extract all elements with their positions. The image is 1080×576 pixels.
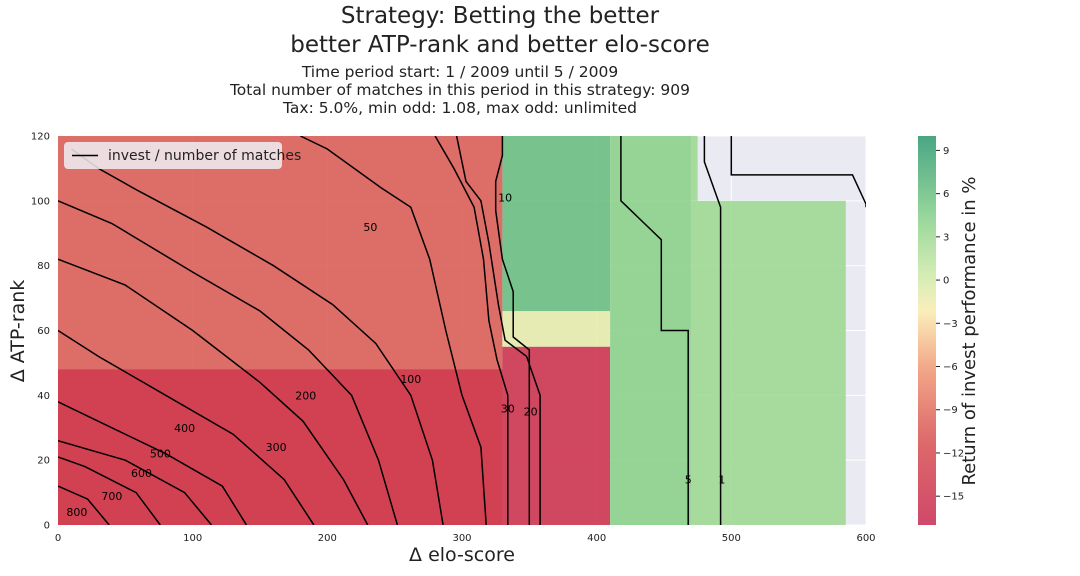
colorbar-tick-label: −12 (943, 448, 964, 459)
colorbar-tick-label: 9 (943, 146, 949, 157)
contour-label: 20 (524, 406, 538, 419)
contour-line-200 (58, 200, 399, 525)
colorbar-gradient (918, 136, 936, 525)
contour-label: 800 (66, 506, 87, 519)
colorbar-tick-label: −9 (943, 405, 958, 416)
contour-line-1 (730, 136, 866, 208)
contour-line-20 (455, 136, 541, 525)
contour-label: 500 (150, 448, 171, 461)
x-tick-label: 100 (183, 533, 202, 544)
contour-line-400 (58, 329, 315, 525)
x-tick-label: 600 (856, 533, 875, 544)
colorbar-tick-label: 6 (943, 189, 949, 200)
contour-line-5 (620, 136, 689, 525)
contour-line-800 (58, 485, 110, 525)
contour-label: 10 (498, 192, 512, 205)
colorbar-tick-label: −3 (943, 319, 958, 330)
contour-line-600 (58, 439, 213, 525)
x-axis-label: Δ elo-score (409, 544, 515, 566)
y-tick-label: 100 (31, 196, 50, 207)
x-tick-label: 200 (318, 533, 337, 544)
contour-line-10 (494, 136, 531, 525)
legend-box (64, 142, 282, 169)
colorbar-tick-label: 0 (943, 276, 949, 287)
y-tick-label: 20 (37, 456, 50, 467)
heatmap-region (690, 200, 846, 525)
chart-subtitle-line-2: Total number of matches in this period i… (229, 81, 691, 99)
colorbar-ticks: 9 6 3 0 −3 −6 −9 −12 −15 (936, 146, 964, 503)
y-tick-label: 80 (37, 261, 50, 272)
chart-title-line-1: Strategy: Betting the better (340, 3, 660, 29)
y-axis-label: Δ ATP-rank (7, 280, 29, 383)
contour-label: 1 (718, 474, 725, 487)
contour-label: 200 (295, 389, 316, 402)
contour-label: 300 (266, 441, 287, 454)
y-tick-label: 0 (44, 521, 50, 532)
contour-label: 600 (131, 467, 152, 480)
chart-subtitle-line-3: Tax: 5.0%, min odd: 1.08, max odd: unlim… (283, 99, 637, 117)
contour-line-700 (58, 456, 161, 525)
x-tick-label: 500 (722, 533, 741, 544)
colorbar-label: Return of invest performance in % (959, 176, 980, 485)
contour-line-30 (434, 136, 509, 525)
legend: invest / number of matches (64, 142, 301, 169)
colorbar-tick-label: 3 (943, 232, 949, 243)
y-axis-ticks: 0 20 40 60 80 100 120 (31, 132, 50, 532)
chart-title-line-2: better ATP-rank and better elo-score (290, 32, 710, 58)
contour-label: 400 (174, 422, 195, 435)
heatmap-region (690, 136, 698, 201)
heatmap-region (502, 136, 611, 312)
chart-subtitle-line-1: Time period start: 1 / 2009 until 5 / 20… (301, 63, 619, 81)
heatmap-region (502, 311, 611, 347)
contour-line-50 (300, 136, 487, 525)
contour-label: 30 (501, 402, 515, 415)
contour-label: 700 (101, 490, 122, 503)
contour-lines (58, 136, 866, 525)
x-tick-label: 400 (587, 533, 606, 544)
x-axis-ticks: 0 100 200 300 400 500 600 (55, 533, 876, 544)
colorbar: 9 6 3 0 −3 −6 −9 −12 −15 Return of invest perfor… (918, 136, 980, 525)
contour-line-300 (58, 258, 369, 525)
y-tick-label: 60 (37, 326, 50, 337)
contour-line-100 (71, 148, 444, 525)
heatmap-region (502, 346, 611, 525)
contour-line-500 (58, 401, 248, 525)
contour-line-1 (703, 136, 722, 525)
x-tick-label: 0 (55, 533, 61, 544)
y-tick-label: 120 (31, 132, 50, 143)
colorbar-tick-label: −15 (943, 492, 964, 503)
contour-label: 100 (400, 373, 421, 386)
legend-label: invest / number of matches (108, 148, 301, 164)
x-tick-label: 300 (452, 533, 471, 544)
contour-label: 5 (685, 474, 692, 487)
y-tick-label: 40 (37, 391, 50, 402)
contour-label: 50 (363, 221, 377, 234)
colorbar-tick-label: −6 (943, 362, 958, 373)
